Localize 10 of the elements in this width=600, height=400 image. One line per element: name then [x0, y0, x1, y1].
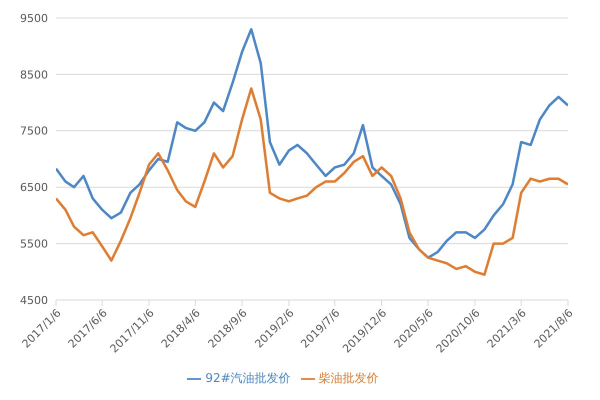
- line-series: [56, 28, 568, 259]
- y-tick-label: 8500: [20, 68, 48, 82]
- y-tick-label: 9500: [20, 12, 48, 25]
- legend-label: 92#汽油批发价: [205, 371, 291, 385]
- y-tick-label: 5500: [20, 238, 48, 251]
- y-tick-label: 7500: [20, 124, 48, 138]
- legend-label: 柴油批发价: [318, 371, 379, 385]
- y-tick-label: 4500: [20, 294, 48, 307]
- line-series: [56, 87, 568, 276]
- y-tick-label: 6500: [20, 181, 48, 194]
